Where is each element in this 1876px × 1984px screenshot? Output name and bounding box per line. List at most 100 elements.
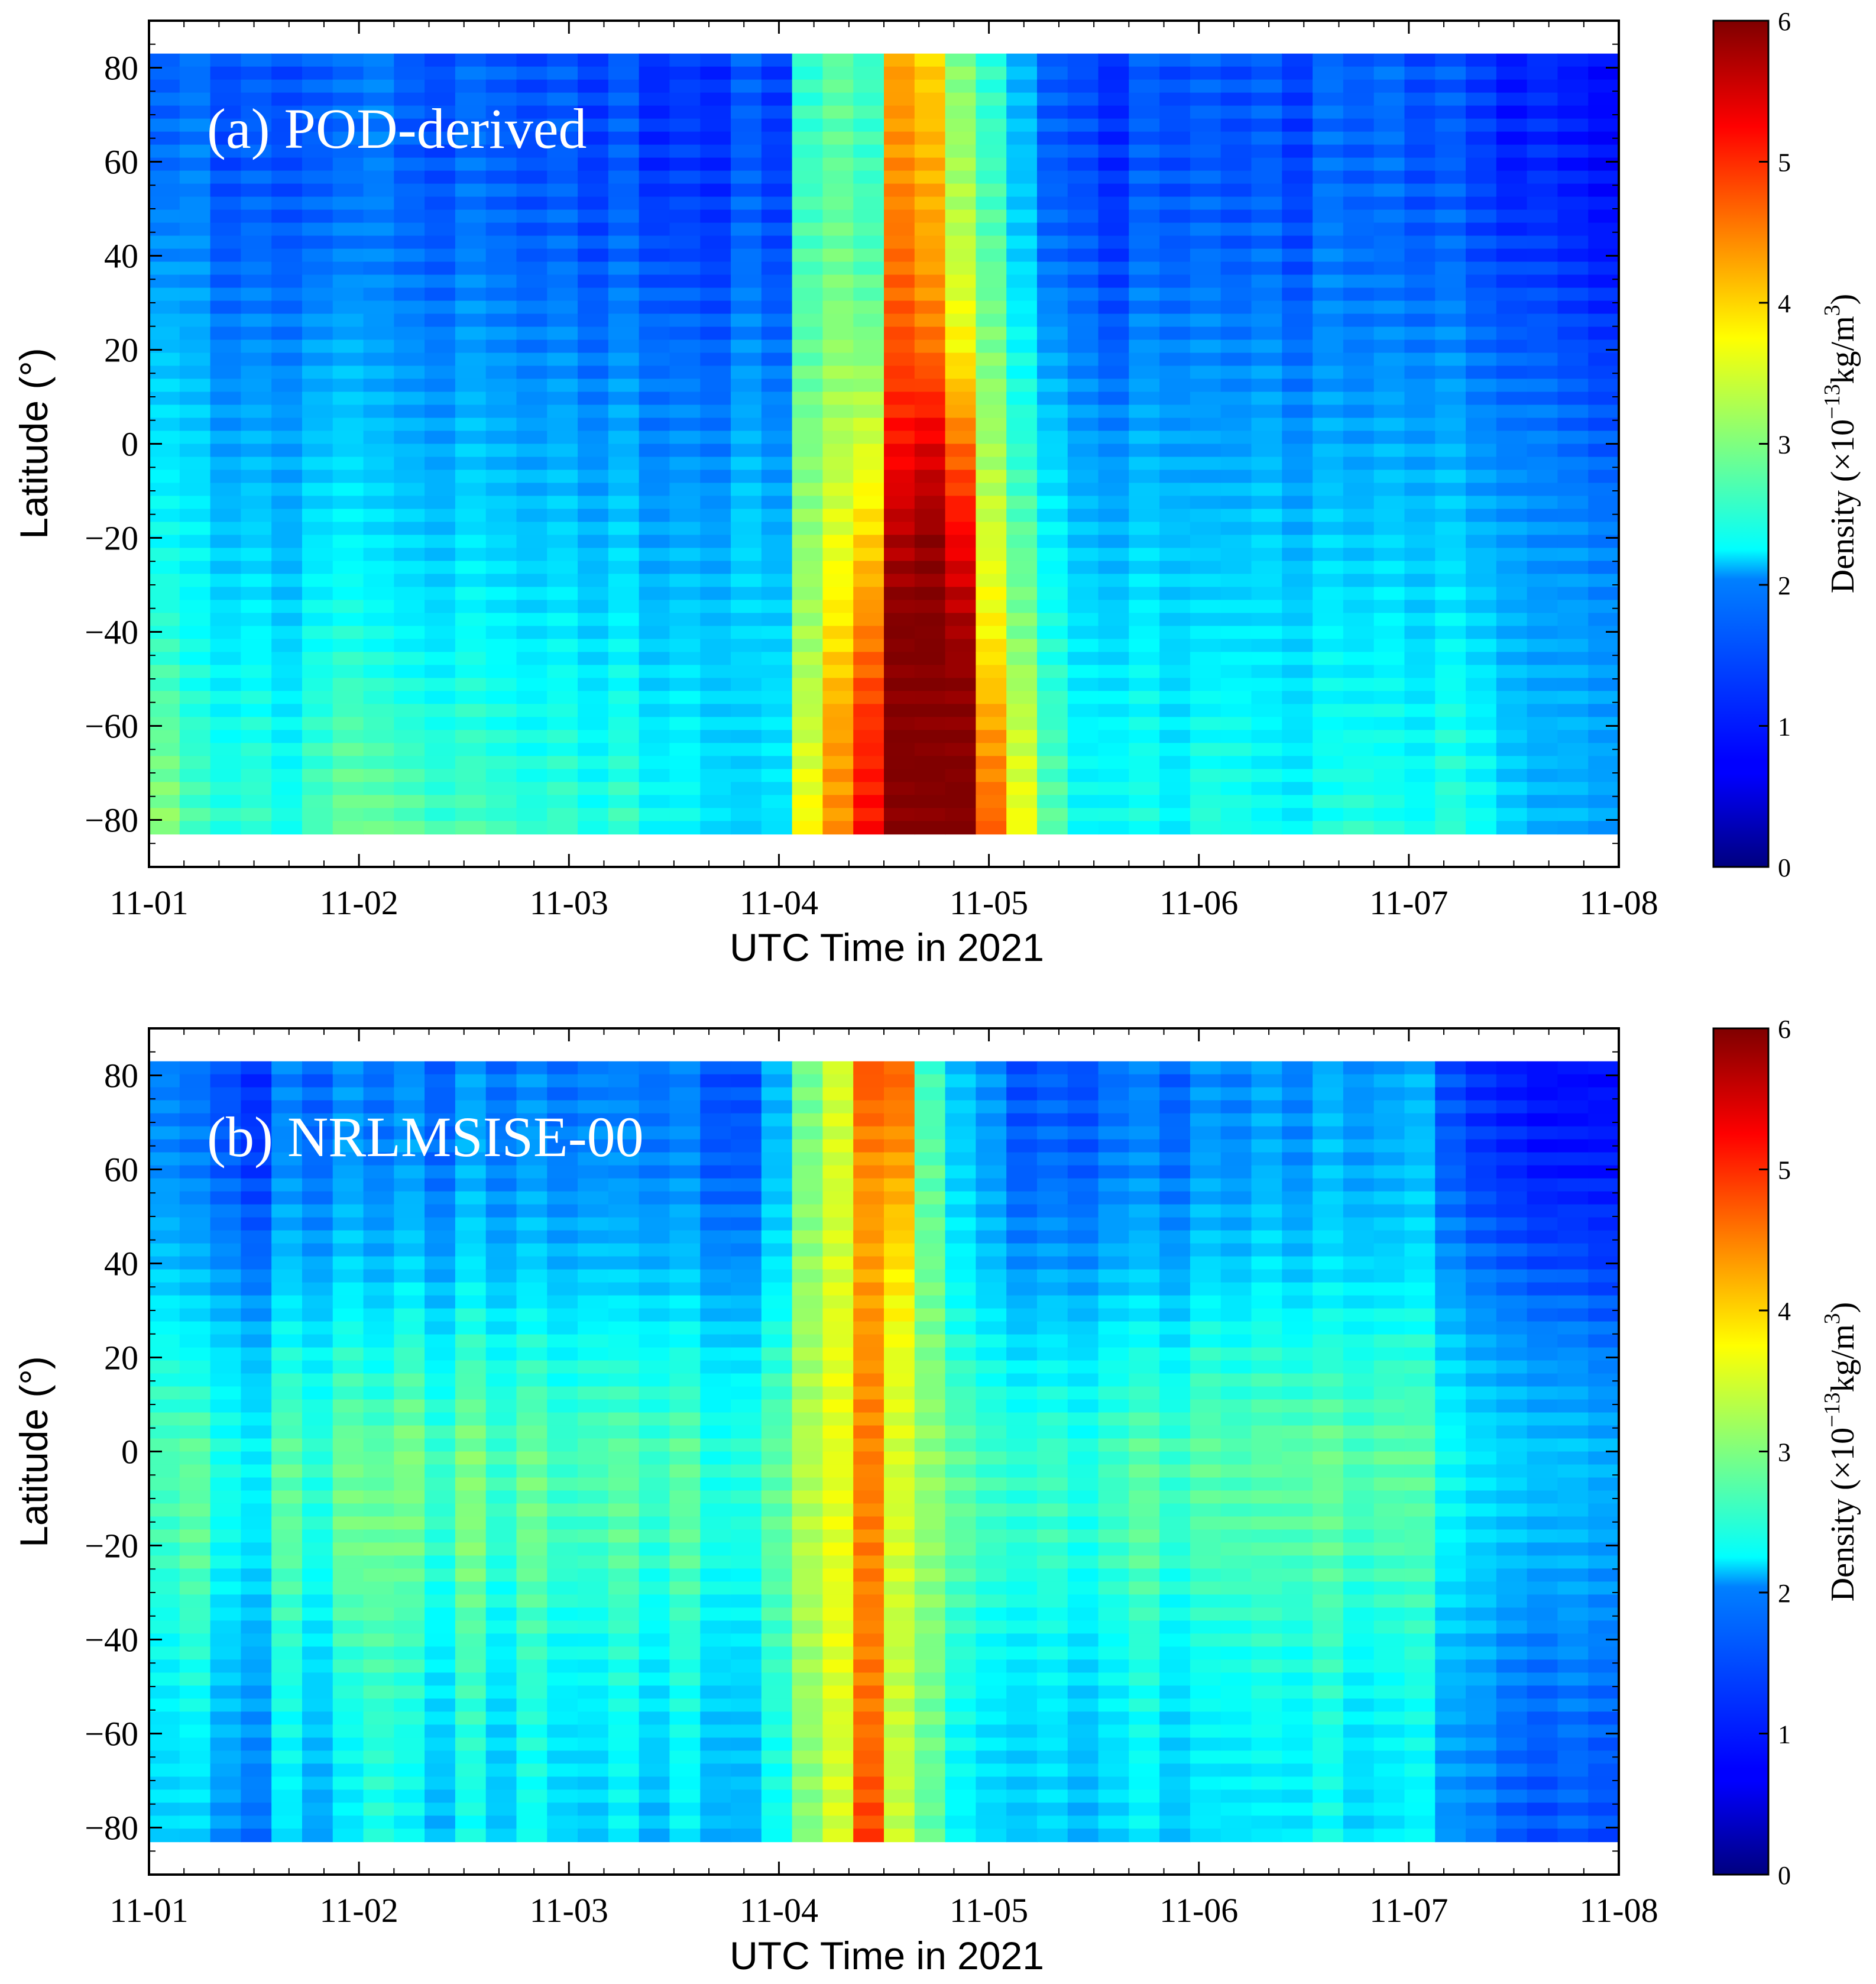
heatmap-cell <box>1220 717 1252 731</box>
x-tick-label: 11-03 <box>530 883 608 922</box>
heatmap-cell <box>1036 1178 1068 1192</box>
heatmap-cell <box>547 261 578 276</box>
heatmap-cell <box>179 417 211 432</box>
heatmap-cell <box>210 378 242 393</box>
heatmap-cell <box>1435 417 1466 432</box>
heatmap-cell <box>455 444 487 458</box>
heatmap-cell <box>1557 613 1589 627</box>
heatmap-cell <box>516 665 548 679</box>
heatmap-cell <box>761 1711 793 1726</box>
heatmap-cell <box>455 1750 487 1765</box>
heatmap-cell <box>1527 496 1559 510</box>
heatmap-cell <box>1036 1360 1068 1374</box>
heatmap-cell <box>149 613 180 627</box>
heatmap-cell <box>731 1360 762 1374</box>
heatmap-cell <box>608 1399 640 1413</box>
heatmap-cell <box>149 235 180 250</box>
heatmap-cell <box>1527 795 1559 809</box>
heatmap-cell <box>792 365 824 380</box>
heatmap-cell <box>731 1113 762 1127</box>
heatmap-cell <box>1588 678 1619 692</box>
heatmap-cell <box>485 92 517 106</box>
heatmap-cell <box>1159 157 1191 171</box>
heatmap-cell <box>332 1217 364 1231</box>
heatmap-cell <box>179 1217 211 1231</box>
heatmap-cell <box>792 626 824 640</box>
heatmap-cell <box>976 1685 1007 1700</box>
heatmap-cell <box>792 144 824 158</box>
heatmap-cell <box>455 574 487 588</box>
heatmap-cell <box>547 1308 578 1322</box>
heatmap-cell <box>1313 704 1344 718</box>
heatmap-cell <box>1404 821 1436 835</box>
heatmap-cell <box>1435 782 1466 796</box>
heatmap-cell <box>1466 170 1497 185</box>
heatmap-cell <box>1036 1672 1068 1687</box>
heatmap-cell <box>1036 1334 1068 1348</box>
heatmap-cell <box>1129 79 1160 93</box>
heatmap-cell <box>271 1659 303 1674</box>
heatmap-cell <box>608 326 640 341</box>
heatmap-cell <box>792 821 824 835</box>
heatmap-cell <box>853 548 884 562</box>
heatmap-cell <box>608 1815 640 1830</box>
heatmap-cell <box>792 431 824 445</box>
heatmap-cell <box>945 53 977 67</box>
heatmap-cell <box>271 652 303 666</box>
heatmap-cell <box>884 1100 915 1114</box>
heatmap-cell <box>608 613 640 627</box>
heatmap-cell <box>578 470 609 484</box>
heatmap-cell <box>945 1087 977 1101</box>
heatmap-cell <box>425 808 456 822</box>
heatmap-cell <box>1466 717 1497 731</box>
heatmap-cell <box>516 717 548 731</box>
heatmap-cell <box>363 1269 395 1283</box>
heatmap-cell <box>179 821 211 835</box>
heatmap-cell <box>425 1490 456 1504</box>
heatmap-cell <box>822 1399 854 1413</box>
heatmap-cell <box>241 1061 272 1075</box>
heatmap-cell <box>149 1568 180 1582</box>
heatmap-cell <box>1067 157 1099 171</box>
heatmap-cell <box>1466 509 1497 523</box>
heatmap-cell <box>1404 274 1436 289</box>
heatmap-cell <box>1220 326 1252 341</box>
heatmap-cell <box>669 300 701 315</box>
heatmap-cell <box>241 300 272 315</box>
heatmap-cell <box>332 92 364 106</box>
heatmap-cell <box>639 535 670 549</box>
heatmap-cell <box>179 1698 211 1713</box>
heatmap-cell <box>210 756 242 770</box>
heatmap-cell <box>639 1737 670 1752</box>
heatmap-cell <box>149 691 180 705</box>
heatmap-cell <box>792 235 824 250</box>
heatmap-cell <box>1036 365 1068 380</box>
heatmap-cell <box>302 1711 333 1726</box>
heatmap-cell <box>149 1191 180 1205</box>
heatmap-cell <box>210 1802 242 1817</box>
heatmap-cell <box>1006 1217 1038 1231</box>
heatmap-cell <box>363 1204 395 1218</box>
heatmap-cell <box>1129 548 1160 562</box>
heatmap-cell <box>1373 782 1405 796</box>
heatmap-cell <box>1343 600 1375 614</box>
heatmap-cell <box>425 118 456 132</box>
heatmap-cell <box>149 1698 180 1713</box>
heatmap-cell <box>945 1568 977 1582</box>
heatmap-cell <box>945 613 977 627</box>
heatmap-cell <box>149 1074 180 1088</box>
heatmap-cell <box>1251 665 1283 679</box>
heatmap-cell <box>976 1217 1007 1231</box>
heatmap-cell <box>1251 717 1283 731</box>
heatmap-cell <box>1098 79 1130 93</box>
heatmap-cell <box>425 1672 456 1687</box>
heatmap-cell <box>1527 743 1559 757</box>
heatmap-cell <box>241 1737 272 1752</box>
heatmap-cell <box>1159 66 1191 80</box>
heatmap-cell <box>731 1074 762 1088</box>
heatmap-cell <box>1129 509 1160 523</box>
heatmap-cell <box>853 1633 884 1648</box>
heatmap-cell <box>302 261 333 276</box>
heatmap-cell <box>547 157 578 171</box>
heatmap-cell <box>1098 118 1130 132</box>
